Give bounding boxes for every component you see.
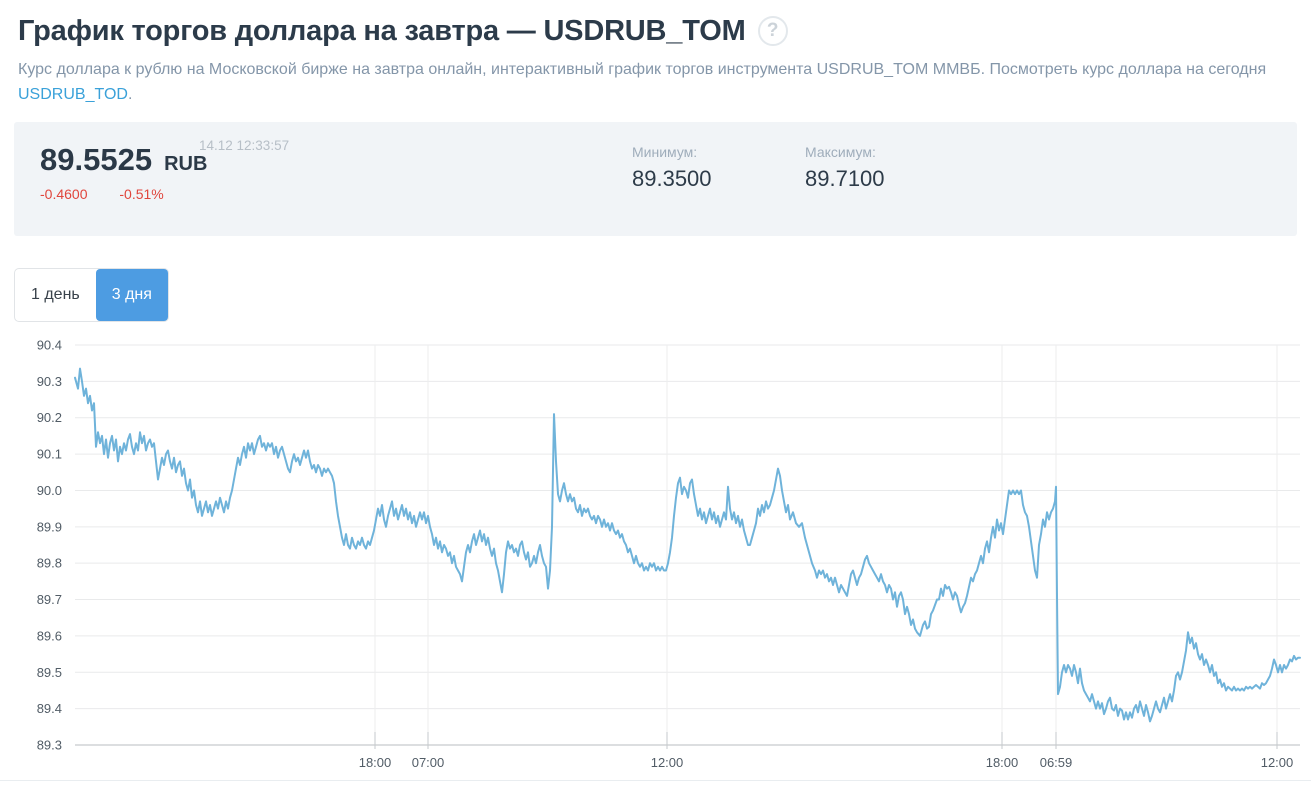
x-axis-label: 18:00	[986, 755, 1019, 770]
x-axis-label: 06:59	[1040, 755, 1073, 770]
y-axis-label: 90.3	[37, 373, 62, 388]
quote-timestamp: 14.12 12:33:57	[199, 137, 290, 153]
min-value: 89.3500	[632, 165, 712, 191]
y-axis-label: 89.5	[37, 664, 62, 679]
change-absolute: -0.4600	[40, 185, 88, 202]
change-row: -0.4600 -0.51%	[40, 186, 1271, 202]
tab-1-day[interactable]: 1 день	[31, 285, 80, 303]
bottom-divider	[0, 779, 1311, 781]
page-title-text: График торгов доллара на завтра — USDRUB…	[18, 15, 746, 47]
max-value: 89.7100	[805, 165, 885, 191]
y-axis-label: 90.0	[37, 483, 62, 498]
price-line[interactable]	[74, 367, 1301, 722]
x-axis-label: 12:00	[651, 755, 684, 770]
y-axis-label: 89.8	[37, 555, 62, 570]
range-tabs: 1 день 3 дня	[14, 267, 169, 322]
current-price: 89.5525	[40, 141, 153, 177]
y-axis-label: 90.1	[37, 446, 62, 461]
y-axis-label: 89.9	[37, 519, 62, 534]
min-label: Минимум:	[632, 143, 698, 160]
price-chart-svg[interactable]: 90.4 90.3 90.2 90.1 90.0 89.9 89.8 89.7 89.6 89.5…	[0, 337, 1311, 777]
page-title: График торгов доллара на завтра — USDRUB…	[18, 15, 1291, 48]
currency-label: RUB	[164, 152, 208, 175]
page-header: График торгов доллара на завтра — USDRUB…	[0, 15, 1311, 108]
max-label: Максимум:	[805, 143, 876, 160]
change-percent: -0.51%	[119, 185, 164, 202]
help-icon[interactable]: ?	[757, 16, 788, 46]
y-axis-label: 89.3	[37, 737, 62, 752]
description-text-before: Курс доллара к рублю на Московской бирже…	[18, 61, 1267, 78]
y-axis-label: 89.6	[37, 628, 62, 643]
x-axis-label: 12:00	[1261, 755, 1294, 770]
quote-panel: 89.5525 RUB 14.12 12:33:57 -0.4600 -0.51…	[14, 121, 1297, 236]
x-axis-label: 18:00	[359, 755, 392, 770]
tab-3-days[interactable]: 3 дня	[95, 268, 168, 321]
x-axis-label: 07:00	[412, 755, 445, 770]
y-axis-label: 90.4	[37, 337, 62, 352]
y-axis-label: 89.7	[37, 592, 62, 607]
usdrub-tod-link[interactable]: USDRUB_TOD	[18, 85, 128, 103]
minimum-block: Минимум: 89.3500	[632, 144, 712, 192]
maximum-block: Максимум: 89.7100	[805, 144, 885, 192]
description-text-after: .	[127, 85, 133, 103]
price-row: 89.5525 RUB	[40, 141, 1271, 177]
y-axis-label: 89.4	[37, 701, 62, 716]
price-chart: 90.4 90.3 90.2 90.1 90.0 89.9 89.8 89.7 89.6 89.5…	[0, 337, 1311, 777]
y-axis-label: 90.2	[37, 410, 62, 425]
page-description: Курс доллара к рублю на Московской бирже…	[18, 58, 1291, 108]
